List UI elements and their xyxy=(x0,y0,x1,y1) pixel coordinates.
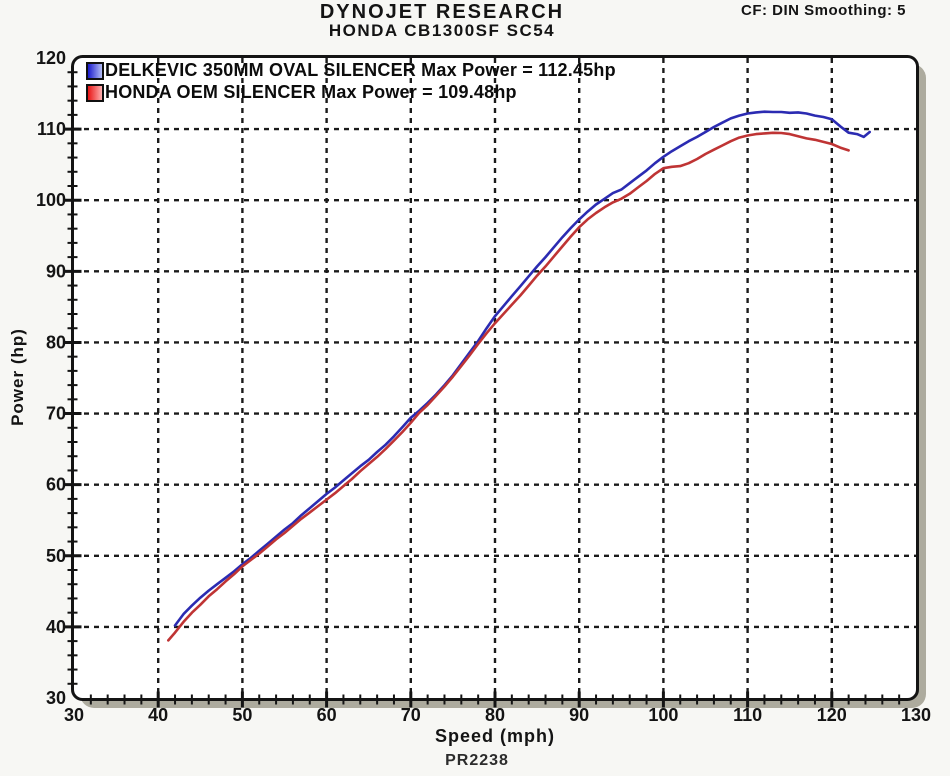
x-tick-label: 70 xyxy=(401,705,421,725)
legend-label-honda-oem: HONDA OEM SILENCER Max Power = 109.48hp xyxy=(105,82,517,102)
legend: DELKEVIC 350MM OVAL SILENCER Max Power =… xyxy=(86,60,616,102)
x-tick-label: 50 xyxy=(232,705,252,725)
x-tick-label: 110 xyxy=(733,705,762,725)
y-tick-label: 50 xyxy=(46,546,66,566)
x-tick-label: 80 xyxy=(485,705,505,725)
x-tick-label: 90 xyxy=(569,705,589,725)
series-line-delkevic xyxy=(173,110,872,627)
y-axis-title: Power (hp) xyxy=(8,328,27,426)
chart-subtitle: HONDA CB1300SF SC54 xyxy=(328,21,556,40)
run-id: PR2238 xyxy=(445,752,509,769)
x-axis-title: Speed (mph) xyxy=(434,726,556,746)
y-tick-label: 100 xyxy=(36,190,66,210)
x-tick-label: 30 xyxy=(64,705,84,725)
x-tick-label: 130 xyxy=(901,705,931,725)
correction-smoothing-info: CF: DIN Smoothing: 5 xyxy=(741,2,906,19)
power-curves xyxy=(167,110,872,642)
axis-tick-labels: 30 40 50 60 70 80 90 100 110 120 130 30 40 50 60 70 80 90… xyxy=(36,48,931,725)
x-tick-label: 60 xyxy=(317,705,337,725)
legend-row-delkevic: DELKEVIC 350MM OVAL SILENCER Max Power =… xyxy=(86,60,616,80)
y-tick-label: 60 xyxy=(46,475,66,495)
x-tick-label: 40 xyxy=(148,705,168,725)
gridlines xyxy=(74,58,916,698)
x-tick-label: 100 xyxy=(648,705,678,725)
legend-swatch-delkevic-icon xyxy=(86,61,104,80)
y-tick-label: 120 xyxy=(36,48,66,68)
x-tick-label: 120 xyxy=(817,705,847,725)
y-tick-label: 70 xyxy=(46,404,66,424)
y-tick-label: 110 xyxy=(37,119,66,139)
legend-label-delkevic: DELKEVIC 350MM OVAL SILENCER Max Power =… xyxy=(105,60,616,80)
series-line-honda-oem xyxy=(167,131,850,642)
legend-row-honda-oem: HONDA OEM SILENCER Max Power = 109.48hp xyxy=(86,82,616,102)
legend-swatch-honda-oem-icon xyxy=(86,83,104,102)
y-tick-label: 40 xyxy=(46,617,66,637)
y-tick-label: 90 xyxy=(46,261,66,281)
y-tick-label: 80 xyxy=(46,332,66,352)
chart-title: DYNOJET RESEARCH xyxy=(319,1,565,23)
axis-ticks xyxy=(63,71,901,708)
y-tick-label: 30 xyxy=(46,688,66,708)
